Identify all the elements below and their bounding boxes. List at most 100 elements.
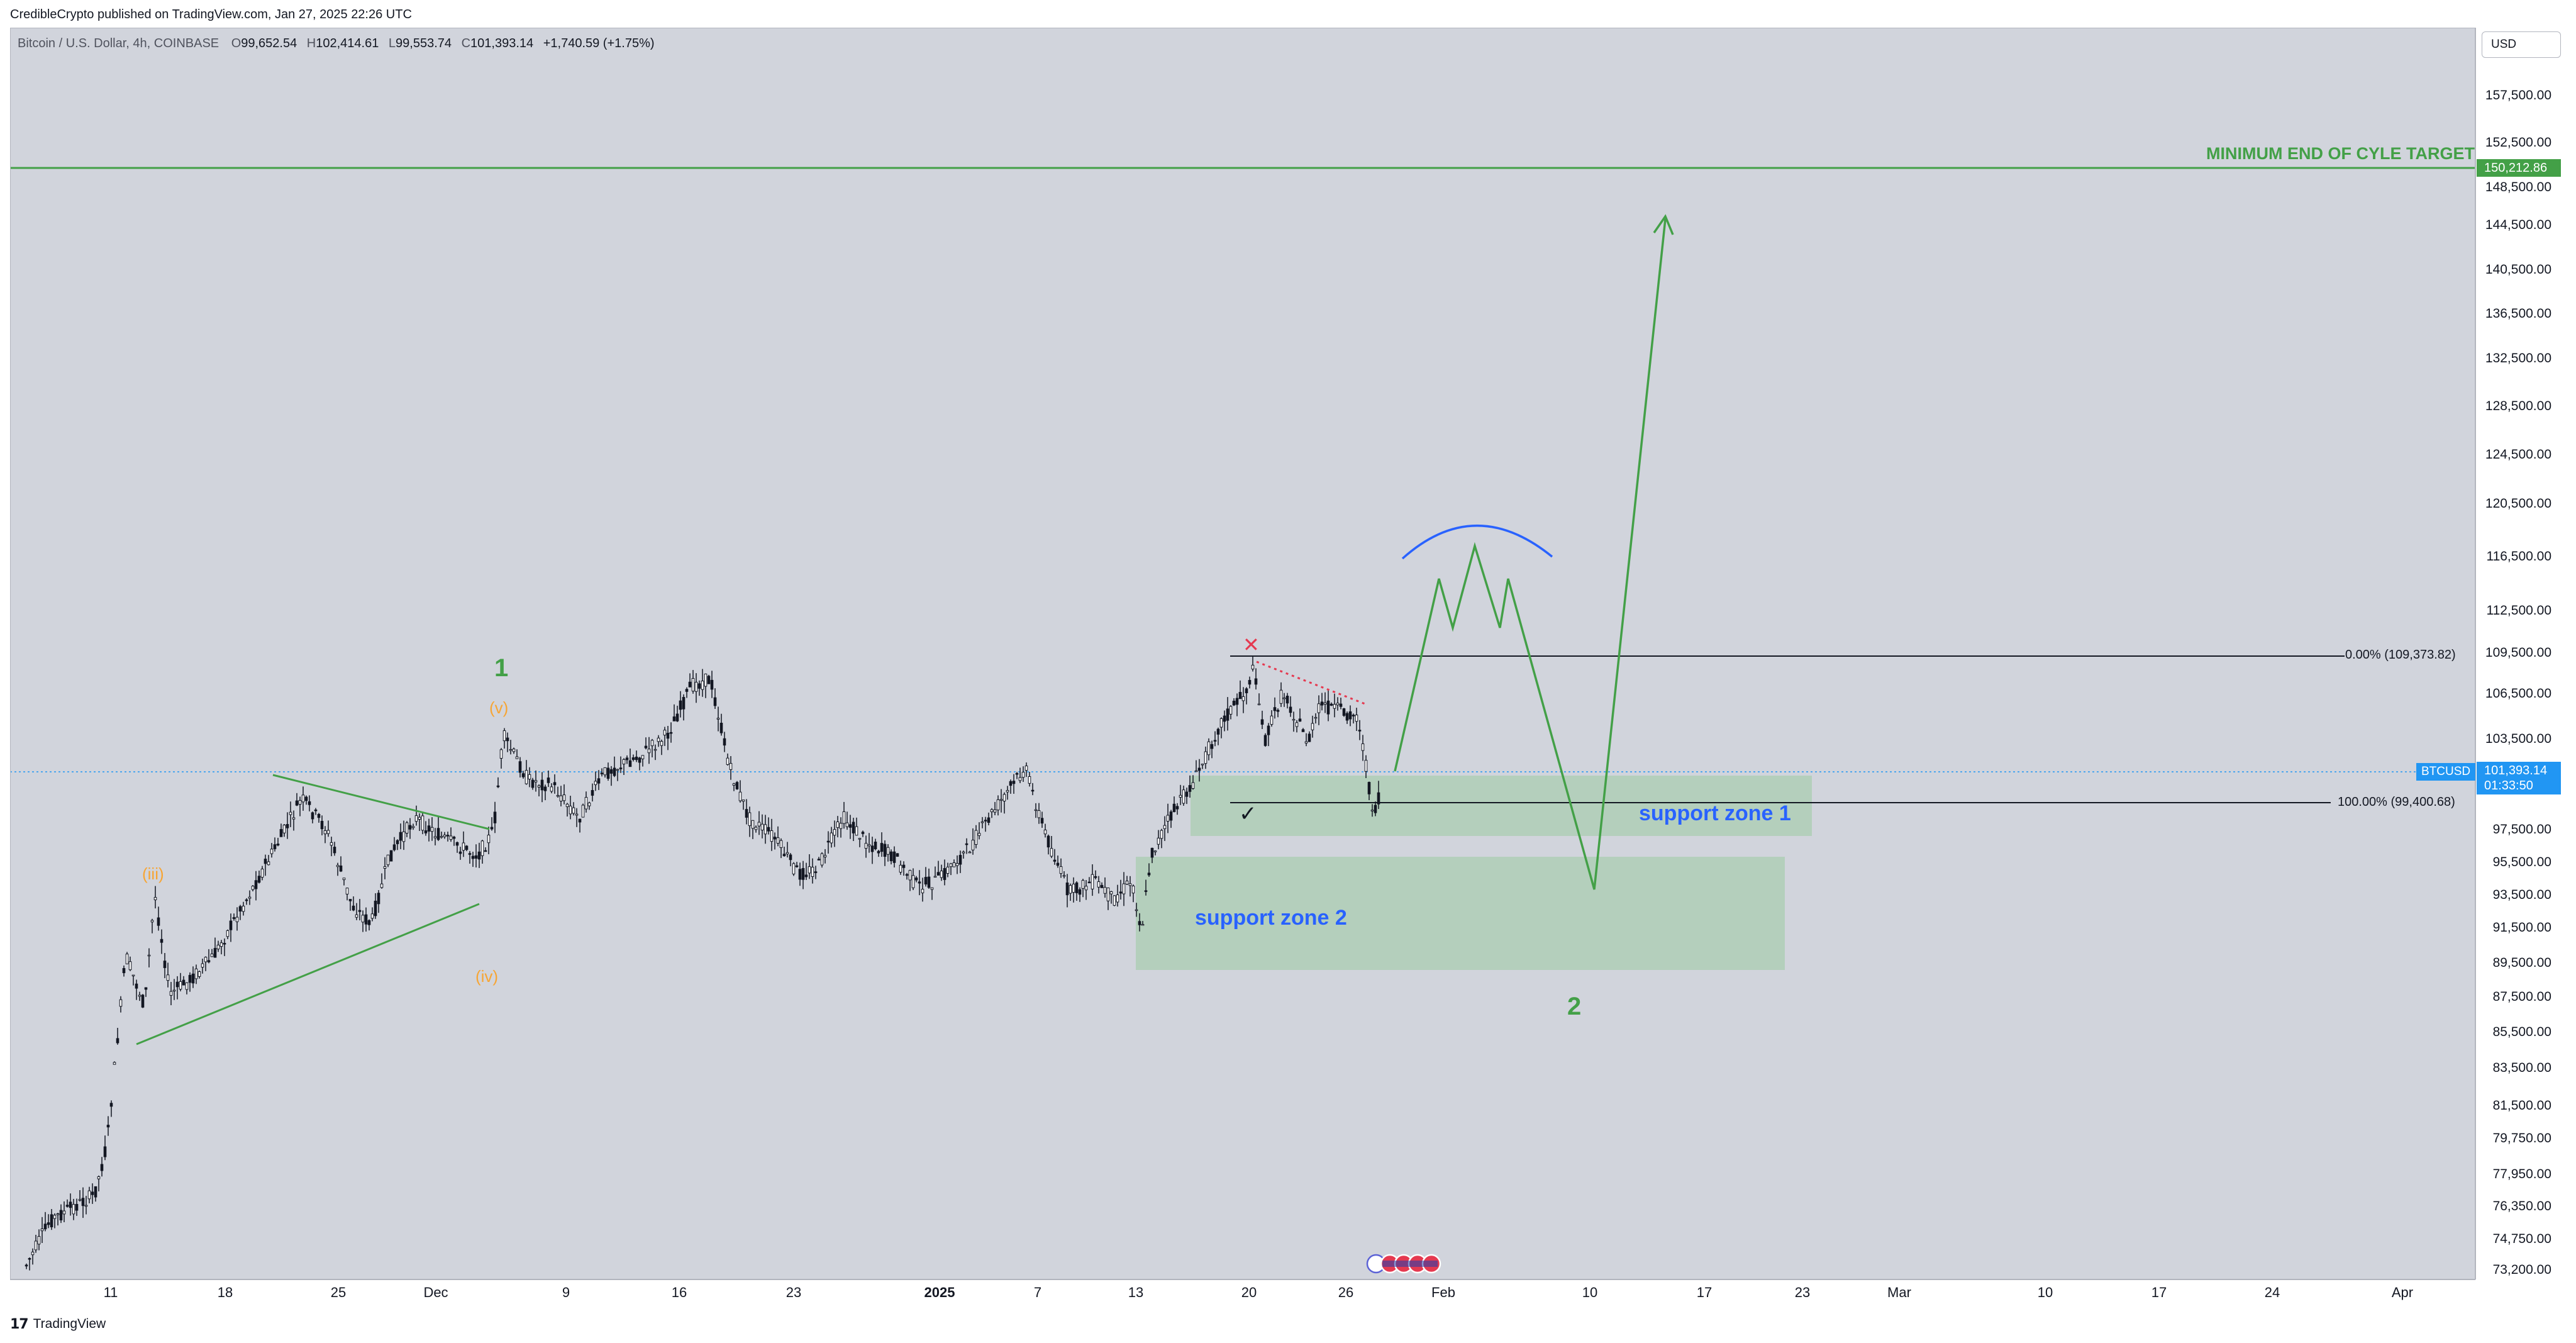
time-axis[interactable]	[10, 1279, 2475, 1305]
fib-100-label[interactable]: 100.00% (99,400.68)	[2338, 795, 2455, 809]
time-tick: 9	[562, 1284, 570, 1300]
candle-body	[786, 852, 789, 855]
target-label[interactable]: MINIMUM END OF CYLE TARGET	[2206, 144, 2475, 163]
candle-body	[943, 868, 947, 880]
candle-body	[1172, 803, 1176, 812]
candle-body	[56, 1213, 60, 1215]
candle-body	[43, 1223, 47, 1230]
candle-body	[342, 878, 346, 881]
support-zone-2-label[interactable]: support zone 2	[1195, 906, 1347, 930]
price-tick: 116,500.00	[2486, 549, 2551, 564]
candle-body	[62, 1210, 66, 1215]
wave-2-label[interactable]: 2	[1567, 993, 1582, 1020]
candle-body	[1037, 810, 1041, 818]
candle-body	[119, 999, 123, 1007]
projection-path[interactable]	[1394, 218, 1667, 890]
candle-body	[125, 954, 129, 964]
candle-body	[1125, 881, 1129, 884]
candle-body	[1053, 859, 1057, 862]
price-tick: 120,500.00	[2485, 496, 2551, 511]
triangle-upper-line[interactable]	[272, 774, 490, 830]
candle-body	[270, 849, 274, 854]
candle-body	[559, 795, 563, 801]
candle-body	[361, 915, 365, 923]
candle-body	[194, 968, 198, 979]
candle-body	[399, 832, 402, 841]
triangle-lower-line[interactable]	[136, 903, 480, 1045]
candle-body	[600, 772, 604, 774]
resistance-dotted-line[interactable]	[1256, 660, 1367, 706]
check-mark-icon[interactable]: ✓	[1239, 801, 1257, 827]
candle-body	[575, 813, 579, 816]
candle-body	[1257, 703, 1261, 705]
candle-body	[273, 844, 277, 849]
candle-body	[267, 861, 270, 866]
candle-body	[996, 799, 1000, 811]
candle-body	[808, 866, 811, 874]
candle-body	[842, 811, 846, 824]
candle-body	[908, 870, 912, 881]
calendar-events-icon[interactable]	[1366, 1254, 1441, 1274]
candle-body	[679, 700, 682, 710]
support-zone-1-label[interactable]: support zone 1	[1639, 801, 1791, 825]
candle-body	[75, 1204, 79, 1211]
candle-body	[723, 738, 726, 746]
open-label: O	[231, 36, 242, 50]
candle-body	[1169, 811, 1173, 821]
currency-selector[interactable]: USD	[2482, 31, 2561, 58]
symbol-legend[interactable]: Bitcoin / U.S. Dollar, 4h, COINBASE O99,…	[18, 36, 655, 51]
price-tick: 76,350.00	[2492, 1199, 2551, 1213]
candle-body	[779, 840, 783, 848]
candle-body	[870, 845, 874, 852]
candle-body	[603, 767, 607, 776]
candle-body	[480, 840, 484, 856]
candle-body	[374, 900, 377, 917]
candle-body	[980, 821, 984, 823]
support-zone-2-box[interactable]	[1136, 857, 1785, 970]
candle-body	[430, 827, 434, 832]
candle-body	[823, 855, 827, 857]
wave-v-label[interactable]: (v)	[489, 698, 509, 717]
candle-body	[968, 851, 972, 854]
x-mark-icon[interactable]: ✕	[1243, 633, 1260, 657]
candle-body	[289, 811, 292, 815]
candle-body	[295, 800, 299, 806]
candle-body	[1128, 883, 1132, 886]
candle-body	[34, 1240, 38, 1251]
chart-pane[interactable]	[10, 28, 2475, 1279]
candle-body	[135, 983, 138, 989]
wave-iii-label[interactable]: (iii)	[142, 864, 164, 883]
candle-body	[175, 981, 179, 988]
wave-iv-label[interactable]: (iv)	[475, 967, 499, 986]
wave-1-label[interactable]: 1	[494, 654, 509, 682]
candle-body	[1323, 702, 1327, 705]
candle-body	[911, 875, 915, 888]
candle-body	[789, 854, 792, 861]
candle-body	[204, 957, 208, 962]
candle-body	[883, 844, 887, 857]
candle-body	[502, 730, 506, 742]
candle-body	[216, 944, 220, 950]
candle-body	[276, 844, 280, 845]
candle-body	[518, 761, 522, 773]
price-tick: 87,500.00	[2492, 989, 2551, 1004]
candle-body	[757, 822, 761, 827]
top-arc[interactable]	[1401, 525, 1553, 560]
support-zone-1-box[interactable]	[1191, 776, 1812, 836]
fib-0-label[interactable]: 0.00% (109,373.82)	[2345, 648, 2456, 662]
price-axis[interactable]: 157,500.00 152,500.00 148,500.00 144,500.00…	[2475, 28, 2568, 1279]
candle-body	[782, 854, 786, 857]
candle-body	[635, 756, 638, 761]
candle-body	[1185, 791, 1189, 797]
candle-body	[50, 1214, 53, 1228]
candle-body	[330, 842, 333, 846]
candle-body	[921, 889, 924, 893]
candle-body	[506, 737, 509, 742]
candle-body	[770, 830, 774, 842]
candle-body	[301, 794, 305, 803]
candle-body	[1182, 789, 1185, 804]
candle-body	[304, 796, 308, 801]
candle-body	[657, 737, 660, 742]
candle-body	[197, 971, 201, 977]
